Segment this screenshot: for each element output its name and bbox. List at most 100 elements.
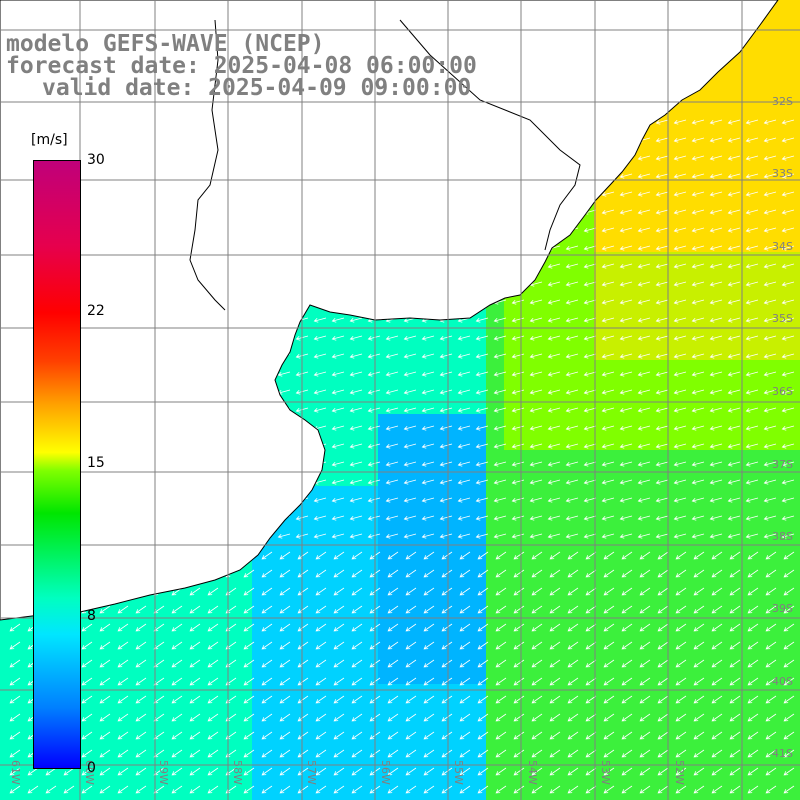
wind-arrow: [313, 353, 327, 359]
wind-arrow: [511, 461, 525, 467]
wind-arrow: [171, 785, 183, 794]
wind-cell: [504, 576, 522, 594]
wind-arrow: [475, 497, 489, 503]
wind-arrow: [367, 425, 381, 431]
wind-arrow: [315, 713, 327, 722]
wind-arrow: [459, 587, 471, 596]
wind-arrow: [495, 767, 507, 776]
wind-arrow: [637, 371, 651, 377]
wind-arrow: [691, 317, 705, 323]
wind-arrow: [729, 713, 741, 722]
wind-cell: [756, 612, 774, 630]
wind-arrow: [727, 209, 741, 215]
wind-arrow: [781, 353, 795, 359]
wind-arrow: [333, 731, 345, 740]
wind-cell: [720, 72, 738, 90]
wind-arrow: [619, 281, 633, 287]
wind-arrow: [637, 533, 651, 539]
wind-arrow: [189, 749, 201, 758]
wind-arrow: [493, 371, 507, 377]
wind-cell: [702, 576, 720, 594]
wind-cell: [756, 648, 774, 666]
wind-arrow: [601, 497, 615, 503]
wind-arrow: [639, 587, 651, 596]
wind-arrow: [81, 623, 93, 632]
wind-arrow: [567, 767, 579, 776]
wind-arrow: [511, 497, 525, 503]
wind-arrow: [729, 623, 741, 632]
wind-arrow: [385, 335, 399, 341]
wind-arrow: [709, 425, 723, 431]
wind-arrow: [729, 677, 741, 686]
wind-cell: [252, 702, 270, 720]
wind-arrow: [459, 695, 471, 704]
wind-arrow: [637, 227, 651, 233]
wind-arrow: [765, 569, 777, 578]
wind-arrow: [459, 731, 471, 740]
wind-arrow: [745, 191, 759, 197]
wind-arrow: [691, 209, 705, 215]
wind-arrow: [495, 587, 507, 596]
wind-cell: [270, 612, 288, 630]
wind-cell: [432, 720, 450, 738]
wind-arrow: [243, 695, 255, 704]
wind-arrow: [531, 767, 543, 776]
wind-arrow: [763, 461, 777, 467]
wind-arrow: [673, 299, 687, 305]
wind-arrow: [747, 641, 759, 650]
wind-arrow: [585, 623, 597, 632]
land-mass: [0, 0, 779, 621]
wind-arrow: [781, 137, 795, 143]
wind-arrow: [585, 587, 597, 596]
wind-arrow: [531, 605, 543, 614]
wind-cell: [774, 720, 792, 738]
wind-arrow: [601, 299, 615, 305]
wind-cell: [450, 684, 468, 702]
colorbar-tick-30: 30: [87, 152, 105, 168]
wind-cell: [270, 702, 288, 720]
wind-arrow: [513, 767, 525, 776]
wind-arrow: [655, 371, 669, 377]
wind-cell: [180, 684, 198, 702]
wind-cell: [306, 648, 324, 666]
wind-cell: [504, 558, 522, 576]
wind-arrow: [763, 371, 777, 377]
wind-arrow: [421, 515, 435, 521]
wind-arrow: [189, 623, 201, 632]
wind-arrow: [763, 119, 777, 125]
wind-arrow: [117, 749, 129, 758]
wind-arrow: [673, 119, 687, 125]
wind-arrow: [637, 173, 651, 179]
wind-cell: [162, 594, 180, 612]
wind-arrow: [585, 695, 597, 704]
wind-cell: [324, 612, 342, 630]
wind-cell: [414, 630, 432, 648]
wind-cell: [792, 126, 800, 144]
wind-arrow: [745, 245, 759, 251]
wind-arrow: [475, 461, 489, 467]
wind-cell: [504, 702, 522, 720]
wind-cell: [180, 594, 198, 612]
wind-cell: [702, 594, 720, 612]
wind-arrow: [673, 461, 687, 467]
wind-arrow: [117, 767, 129, 776]
wind-arrow: [439, 461, 453, 467]
wind-arrow: [565, 407, 579, 413]
wind-cell: [0, 666, 18, 684]
wind-arrow: [781, 389, 795, 395]
wind-arrow: [477, 731, 489, 740]
wind-arrow: [423, 641, 435, 650]
wind-arrow: [711, 767, 723, 776]
wind-cell: [360, 684, 378, 702]
wind-cell: [540, 666, 558, 684]
wind-cell: [702, 612, 720, 630]
wind-cell: [702, 648, 720, 666]
wind-cell: [144, 702, 162, 720]
wind-cell: [630, 630, 648, 648]
wind-arrow: [783, 713, 795, 722]
wind-arrow: [691, 515, 705, 521]
wind-arrow: [675, 551, 687, 560]
wind-cell: [522, 666, 540, 684]
wind-arrow: [673, 479, 687, 485]
wind-arrow: [783, 641, 795, 650]
